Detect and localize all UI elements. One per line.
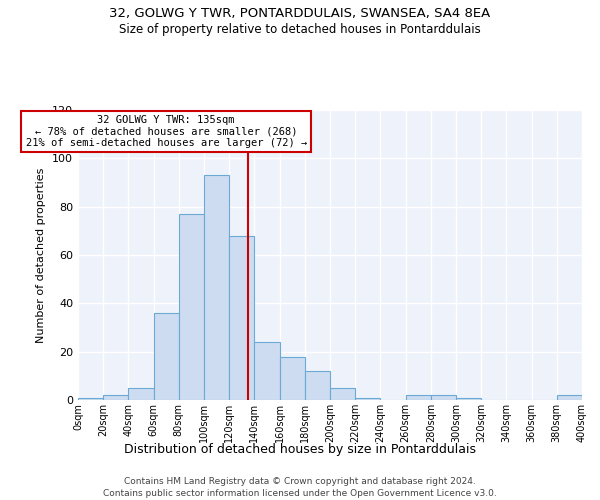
Text: 32, GOLWG Y TWR, PONTARDDULAIS, SWANSEA, SA4 8EA: 32, GOLWG Y TWR, PONTARDDULAIS, SWANSEA,… [109,8,491,20]
Bar [431,395,456,400]
Bar [280,356,305,400]
Bar [557,395,582,400]
Bar [355,398,380,400]
Text: Contains public sector information licensed under the Open Government Licence v3: Contains public sector information licen… [103,489,497,498]
Text: Distribution of detached houses by size in Pontarddulais: Distribution of detached houses by size … [124,442,476,456]
Bar [179,214,204,400]
Text: Size of property relative to detached houses in Pontarddulais: Size of property relative to detached ho… [119,22,481,36]
Bar [204,176,229,400]
Bar [128,388,154,400]
Text: Contains HM Land Registry data © Crown copyright and database right 2024.: Contains HM Land Registry data © Crown c… [124,478,476,486]
Bar [154,313,179,400]
Bar [229,236,254,400]
Bar [254,342,280,400]
Text: 32 GOLWG Y TWR: 135sqm
← 78% of detached houses are smaller (268)
21% of semi-de: 32 GOLWG Y TWR: 135sqm ← 78% of detached… [26,115,307,148]
Bar [456,398,481,400]
Bar [78,398,103,400]
Bar [305,371,330,400]
Bar [103,395,128,400]
Bar [330,388,355,400]
Bar [406,395,431,400]
Y-axis label: Number of detached properties: Number of detached properties [37,168,46,342]
